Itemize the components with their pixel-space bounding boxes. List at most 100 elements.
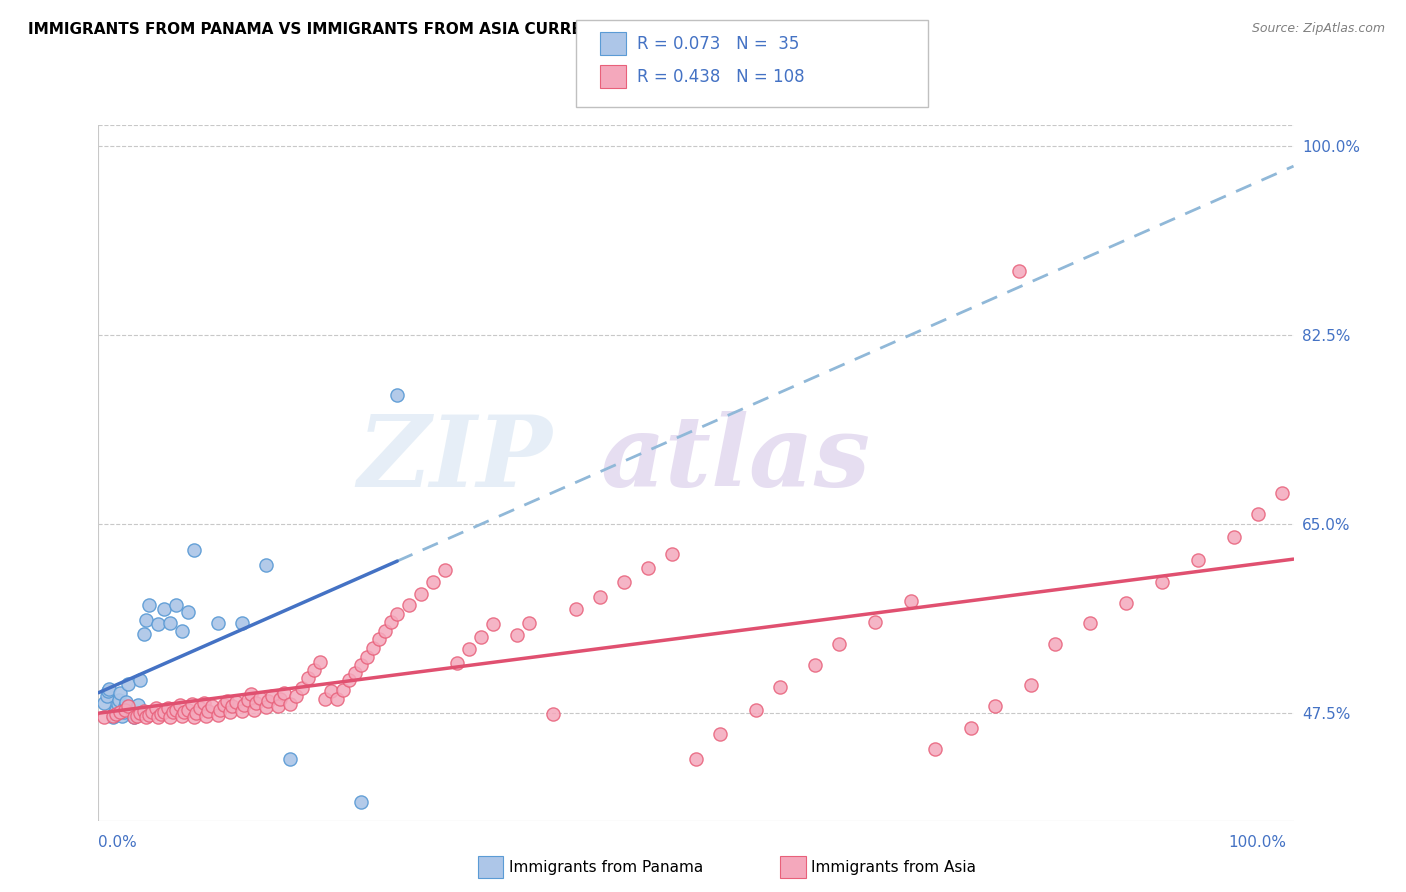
Point — [105, 706, 128, 721]
Point — [385, 607, 409, 621]
Point — [709, 727, 731, 741]
Point — [111, 709, 134, 723]
Point — [231, 704, 253, 718]
Point — [93, 710, 115, 724]
Point — [98, 681, 121, 696]
Point — [135, 613, 157, 627]
Point — [159, 710, 181, 724]
Point — [114, 702, 136, 716]
Point — [148, 710, 170, 724]
Point — [1043, 637, 1066, 651]
Point — [1271, 485, 1294, 500]
Point — [243, 702, 266, 716]
Point — [93, 696, 115, 710]
Point — [661, 547, 683, 561]
Point — [201, 699, 224, 714]
Point — [149, 706, 172, 721]
Text: atlas: atlas — [600, 410, 870, 507]
Point — [159, 616, 181, 631]
Point — [249, 690, 271, 705]
Point — [207, 707, 229, 722]
Point — [517, 616, 540, 631]
Point — [1007, 263, 1029, 277]
Text: IMMIGRANTS FROM PANAMA VS IMMIGRANTS FROM ASIA CURRENTLY MARRIED CORRELATION CHA: IMMIGRANTS FROM PANAMA VS IMMIGRANTS FRO… — [28, 22, 896, 37]
Point — [127, 698, 149, 713]
Text: R = 0.073   N =  35: R = 0.073 N = 35 — [637, 35, 799, 53]
Point — [470, 630, 492, 644]
Text: Source: ZipAtlas.com: Source: ZipAtlas.com — [1251, 22, 1385, 36]
Point — [221, 699, 243, 714]
Point — [344, 665, 367, 680]
Point — [169, 698, 191, 713]
Point — [506, 628, 529, 642]
Point — [236, 693, 259, 707]
Point — [219, 705, 242, 719]
Point — [138, 707, 160, 722]
Point — [1222, 530, 1246, 544]
Point — [125, 709, 148, 723]
Point — [138, 598, 160, 612]
Point — [101, 710, 124, 724]
Point — [260, 689, 283, 703]
Point — [148, 617, 170, 632]
Point — [637, 561, 659, 575]
Point — [900, 593, 922, 607]
Point — [326, 691, 349, 706]
Point — [1080, 616, 1102, 631]
Point — [984, 699, 1007, 714]
Point — [165, 702, 187, 716]
Point — [129, 706, 152, 720]
Point — [124, 706, 146, 721]
Point — [245, 696, 267, 710]
Point — [350, 658, 373, 673]
Point — [103, 706, 125, 720]
Point — [273, 686, 295, 700]
Point — [114, 699, 136, 714]
Point — [153, 602, 176, 616]
Text: ZIP: ZIP — [357, 410, 553, 507]
Point — [183, 710, 205, 724]
Point — [613, 575, 636, 590]
Point — [233, 698, 256, 713]
Point — [117, 676, 139, 690]
Point — [172, 624, 194, 638]
Point — [368, 632, 391, 647]
Point — [145, 701, 167, 715]
Point — [186, 706, 208, 720]
Point — [207, 616, 229, 631]
Point — [385, 387, 409, 401]
Point — [458, 642, 481, 657]
Point — [183, 542, 205, 557]
Point — [446, 656, 468, 670]
Point — [398, 598, 420, 612]
Point — [302, 663, 325, 677]
Point — [124, 710, 146, 724]
Point — [267, 699, 290, 714]
Point — [768, 680, 790, 694]
Point — [339, 673, 360, 688]
Point — [804, 658, 827, 673]
Point — [291, 681, 314, 695]
Point — [315, 691, 337, 706]
Point — [117, 699, 139, 714]
Point — [193, 696, 215, 710]
Point — [284, 689, 307, 703]
Text: 0.0%: 0.0% — [98, 836, 138, 850]
Point — [172, 709, 194, 723]
Point — [209, 702, 232, 716]
Point — [308, 655, 330, 669]
Point — [225, 695, 247, 709]
Point — [153, 705, 176, 719]
Point — [321, 684, 343, 698]
Point — [162, 705, 184, 719]
Point — [589, 591, 612, 605]
Point — [108, 686, 131, 700]
Point — [278, 697, 301, 711]
Point — [254, 700, 277, 714]
Point — [105, 702, 128, 716]
Point — [1019, 678, 1042, 692]
Point — [363, 641, 385, 656]
Point — [278, 752, 301, 766]
Point — [332, 683, 354, 698]
Text: Immigrants from Panama: Immigrants from Panama — [509, 860, 703, 874]
